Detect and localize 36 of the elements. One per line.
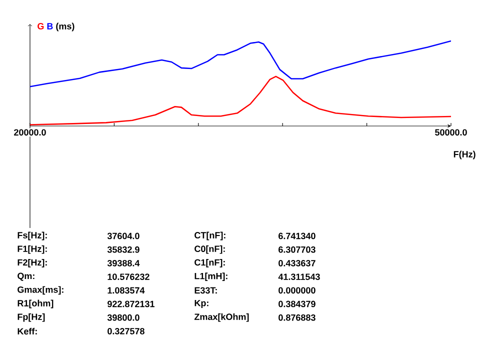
text: 6.741340: [278, 232, 316, 240]
x-tick-label: 20000.0: [14, 129, 46, 136]
text: 0.000000: [278, 287, 316, 294]
text: C0[nF]:: [194, 245, 225, 254]
x-tick-label: 50000.0: [435, 129, 467, 136]
text: 0.384379: [278, 300, 316, 308]
text: Fp[Hz]: [18, 313, 45, 322]
text: 35832.9: [107, 246, 140, 253]
text: Gmax[ms]:: [18, 286, 64, 295]
text: 10.576232: [108, 274, 150, 280]
text: 922.872131: [108, 300, 154, 308]
text: C1[nF]:: [194, 259, 225, 268]
text: Zmax[kOhm]: [194, 313, 249, 322]
text: 1.083574: [108, 287, 145, 294]
y-axis-title: (ms): [56, 22, 74, 32]
text: 6.307703: [278, 246, 316, 253]
text: Fs[Hz]:: [18, 232, 47, 240]
text: 0.327578: [108, 328, 144, 334]
text: 39388.4: [107, 260, 140, 266]
text: 0.433637: [278, 260, 316, 266]
text: 41.311543: [278, 274, 320, 280]
text: CT[nF]:: [194, 232, 226, 240]
text: 37604.0: [107, 232, 140, 240]
text: F2[Hz]:: [18, 259, 47, 268]
text: 39800.0: [107, 314, 140, 321]
text: L1[mH]:: [194, 272, 228, 281]
text: B: [47, 23, 53, 30]
text: 0.876883: [278, 314, 316, 321]
text: F1[Hz]:: [18, 245, 47, 254]
text: Kp:: [194, 300, 208, 308]
text: G: [38, 23, 44, 30]
text: R1[ohm]: [18, 300, 54, 308]
text: Qm:: [18, 272, 34, 281]
x-axis-title: F(Hz): [454, 150, 476, 160]
text: Keff:: [18, 328, 37, 335]
text: E33T:: [194, 287, 217, 294]
